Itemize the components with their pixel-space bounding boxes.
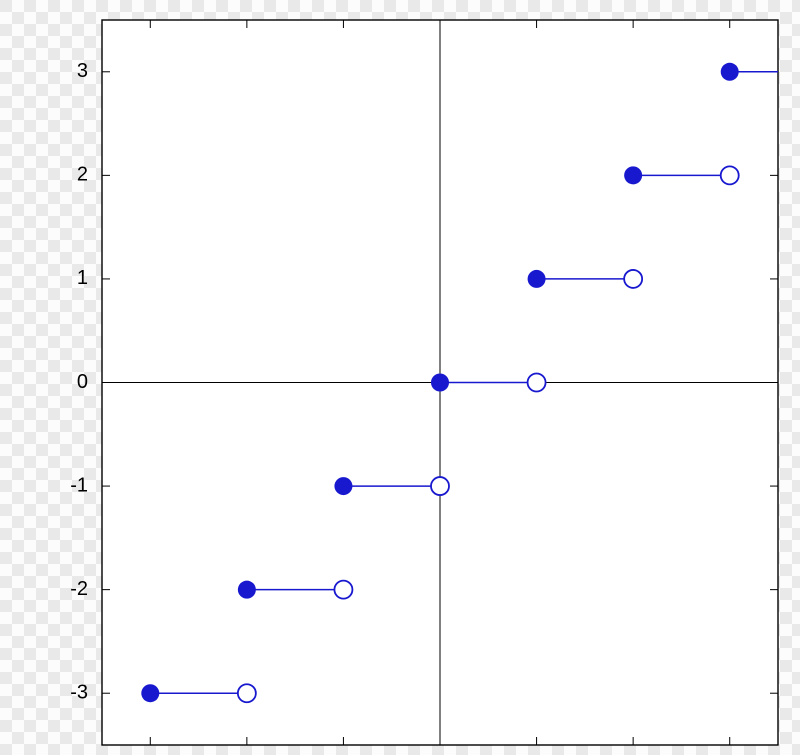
closed-dot — [141, 684, 159, 702]
closed-dot — [238, 581, 256, 599]
open-dot — [431, 477, 449, 495]
open-dot — [334, 581, 352, 599]
y-tick-label: 3 — [77, 60, 88, 82]
closed-dot — [334, 477, 352, 495]
plot-area: -3 -2 -1 0 1 2 3 — [70, 20, 778, 745]
y-tick-label: -3 — [70, 681, 88, 703]
step-function-chart: -3 -2 -1 0 1 2 3 — [0, 0, 800, 755]
closed-dot — [431, 374, 449, 392]
open-dot — [624, 270, 642, 288]
chart-container: -3 -2 -1 0 1 2 3 — [0, 0, 800, 755]
closed-dot — [528, 270, 546, 288]
open-dot — [238, 684, 256, 702]
y-tick-label: 2 — [77, 164, 88, 186]
closed-dot — [624, 166, 642, 184]
closed-dot — [721, 63, 739, 81]
open-dot — [528, 374, 546, 392]
y-tick-label: -1 — [70, 474, 88, 496]
y-tick-label: 0 — [77, 371, 88, 393]
y-tick-label: 1 — [77, 267, 88, 289]
open-dot — [721, 166, 739, 184]
y-tick-label: -2 — [70, 578, 88, 600]
